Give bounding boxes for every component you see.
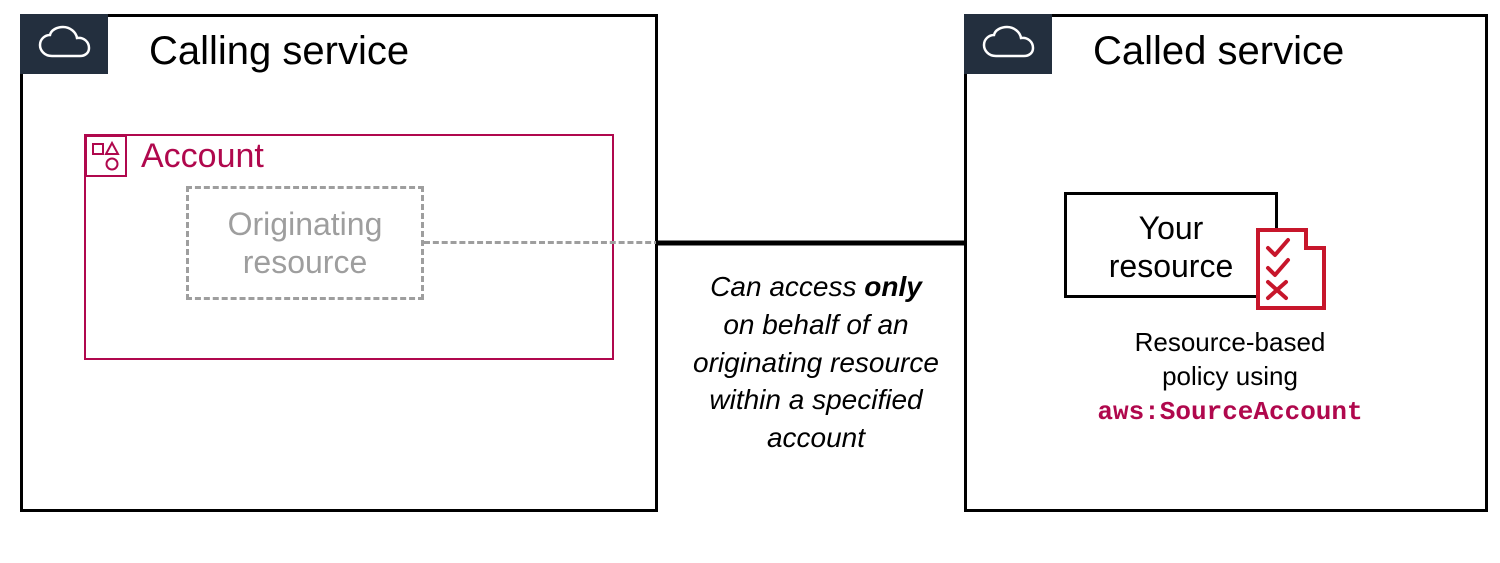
shapes-icon xyxy=(85,135,127,177)
policy-caption-line2: policy using xyxy=(1162,361,1298,391)
policy-document-icon xyxy=(1256,228,1326,310)
your-resource-box: Your resource xyxy=(1064,192,1278,298)
your-resource-line2: resource xyxy=(1109,248,1234,284)
arrow-caption: Can access only on behalf of an originat… xyxy=(672,268,960,457)
policy-caption: Resource-based policy using aws:SourceAc… xyxy=(1050,326,1410,429)
calling-service-header xyxy=(20,14,108,74)
originating-resource-line1: Originating xyxy=(228,206,383,242)
diagram-canvas: Calling service Account Originating reso… xyxy=(0,0,1500,563)
cloud-icon xyxy=(978,24,1038,64)
called-service-header xyxy=(964,14,1052,74)
cloud-icon xyxy=(34,24,94,64)
account-label: Account xyxy=(141,137,264,176)
account-header: Account xyxy=(86,136,264,177)
arrow-caption-line3: originating resource xyxy=(693,347,939,378)
arrow-caption-pre: Can access xyxy=(710,271,864,302)
your-resource-line1: Your xyxy=(1139,210,1204,246)
originating-resource-line2: resource xyxy=(243,244,368,280)
connector-dashed-segment xyxy=(424,241,660,244)
originating-resource-box: Originating resource xyxy=(186,186,424,300)
calling-service-title: Calling service xyxy=(149,29,409,74)
called-service-title: Called service xyxy=(1093,29,1344,74)
policy-caption-line1: Resource-based xyxy=(1135,327,1326,357)
policy-caption-code: aws:SourceAccount xyxy=(1097,397,1362,427)
arrow-caption-line4: within a specified xyxy=(709,384,922,415)
arrow-caption-line2: on behalf of an xyxy=(723,309,908,340)
arrow-caption-bold: only xyxy=(864,271,922,302)
arrow-caption-line5: account xyxy=(767,422,865,453)
